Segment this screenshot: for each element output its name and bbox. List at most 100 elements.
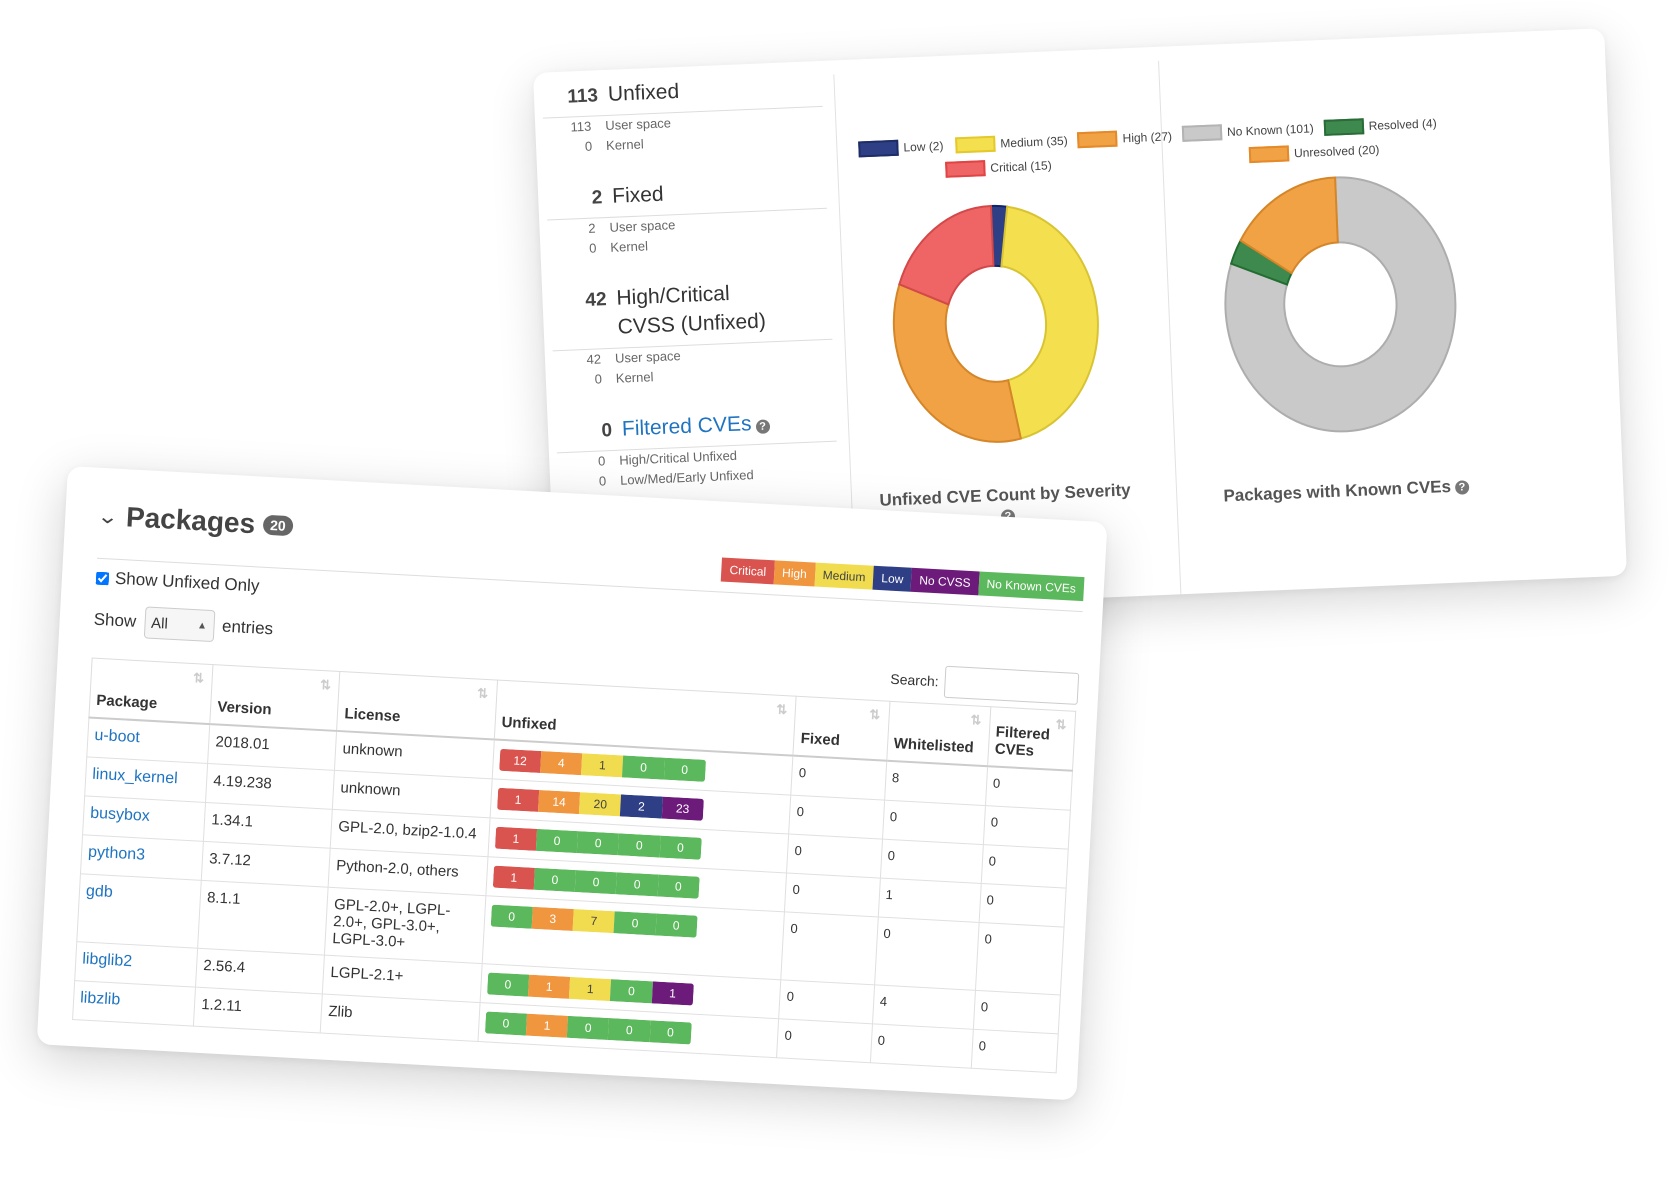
severity-count-critical[interactable]: 12 <box>498 748 542 773</box>
legend-swatch-unresolved[interactable] <box>1248 145 1290 164</box>
package-name-cell-value[interactable]: linux_kernel <box>91 765 179 788</box>
help-icon[interactable]: ? <box>1454 479 1470 495</box>
sort-icon[interactable]: ⇅ <box>319 676 332 693</box>
package-name-cell-value[interactable]: u-boot <box>94 726 141 747</box>
legend-swatch-resolved[interactable] <box>1323 118 1365 136</box>
severity-count-medium[interactable]: 0 <box>567 1015 610 1041</box>
severity-count-medium[interactable]: 20 <box>579 792 622 817</box>
column-header-license[interactable]: License ⇅ <box>337 671 498 740</box>
severity-count-high[interactable]: 0 <box>533 867 577 893</box>
severity-count-high[interactable]: 1 <box>527 974 571 999</box>
legend-label[interactable]: No Known (101) <box>1226 121 1315 139</box>
severity-bar: 12 4 1 0 0 <box>498 748 706 782</box>
severity-count-medium[interactable]: 7 <box>572 909 616 934</box>
severity-count-low[interactable]: 0 <box>622 755 665 780</box>
package-name-cell-value[interactable]: libglib2 <box>81 950 133 971</box>
column-header-whitelisted[interactable]: Whitelisted ⇅ <box>886 701 991 767</box>
legend-label[interactable]: High (27) <box>1122 129 1173 146</box>
severity-count-no-cvss[interactable]: 23 <box>661 796 704 821</box>
severity-count-no-cvss[interactable]: 0 <box>649 1020 692 1045</box>
severity-count-critical[interactable]: 1 <box>496 787 540 812</box>
severity-count-medium[interactable]: 1 <box>569 976 612 1002</box>
slice-unresolved[interactable] <box>1238 176 1339 276</box>
search-input[interactable] <box>943 665 1080 705</box>
severity-count-high[interactable]: 14 <box>537 789 581 815</box>
slice-no-known[interactable] <box>1220 173 1460 436</box>
sort-icon[interactable]: ⇅ <box>970 712 982 728</box>
entries-select[interactable]: All ▲ <box>143 606 215 643</box>
severity-count-critical[interactable]: 1 <box>492 865 535 890</box>
legend-label[interactable]: Critical (15) <box>990 158 1052 175</box>
version-cell: 8.1.1 <box>197 880 329 956</box>
cve-summary-card: 113 Unfixed 113 User space 0 Kernel 2 Fixed 2 Use… <box>533 28 1628 621</box>
legend-swatch-no-known[interactable] <box>1181 124 1223 142</box>
severity-count-high[interactable]: 4 <box>540 751 583 776</box>
severity-count-low[interactable]: 0 <box>618 833 661 858</box>
version-cell-value: 2.56.4 <box>202 957 246 977</box>
severity-count-critical[interactable]: 1 <box>494 826 538 851</box>
sort-icon[interactable]: ⇅ <box>476 685 489 702</box>
version-cell: 2018.01 <box>207 724 338 771</box>
search-label: Search: <box>890 670 940 690</box>
packages-header[interactable]: ⌄ Packages 20 <box>96 500 294 542</box>
chevron-down-icon[interactable]: ⌄ <box>96 505 120 529</box>
packages-card: ⌄ Packages 20 Critical High Medium Low N… <box>36 466 1108 1101</box>
severity-count-no-cvss[interactable]: 0 <box>663 757 706 782</box>
severity-count-critical[interactable]: 0 <box>484 1011 528 1036</box>
column-header-version[interactable]: Version ⇅ <box>209 664 341 731</box>
severity-count-medium[interactable]: 0 <box>574 870 618 895</box>
stat-sub-label: User space <box>604 115 672 134</box>
slice-medium[interactable] <box>999 203 1103 440</box>
sort-icon[interactable]: ⇅ <box>869 706 881 723</box>
sort-desc-icon[interactable]: ⇅ <box>775 701 788 718</box>
severity-count-critical[interactable]: 0 <box>486 972 530 997</box>
severity-count-medium[interactable]: 0 <box>577 831 620 856</box>
column-header-filtered-cves[interactable]: Filtered CVEs ⇅ <box>987 706 1076 771</box>
package-name-cell-value[interactable]: libzlib <box>79 989 121 1009</box>
legend-label[interactable]: Resolved (4) <box>1368 116 1437 134</box>
sort-icon[interactable]: ⇅ <box>192 670 205 686</box>
severity-count-medium[interactable]: 1 <box>581 753 624 778</box>
legend-no-cvss: No CVSS <box>910 567 980 596</box>
severity-count-low[interactable]: 0 <box>613 911 657 936</box>
legend-swatch-low[interactable] <box>858 139 899 158</box>
legend-label[interactable]: Low (2) <box>903 138 944 155</box>
legend-swatch-high[interactable] <box>1077 130 1118 149</box>
severity-count-no-cvss[interactable]: 1 <box>651 981 694 1006</box>
slice-high[interactable] <box>892 280 1023 446</box>
help-icon[interactable]: ? <box>755 419 770 434</box>
slice-critical[interactable] <box>896 204 995 306</box>
severity-count-low[interactable]: 0 <box>610 979 653 1004</box>
package-name-cell: u-boot <box>86 717 210 764</box>
package-name-cell-value[interactable]: gdb <box>85 882 114 902</box>
column-header-label: Version <box>216 698 273 719</box>
severity-count-high[interactable]: 1 <box>525 1013 569 1038</box>
severity-count-low[interactable]: 0 <box>608 1018 651 1043</box>
severity-count-high[interactable]: 0 <box>535 828 579 854</box>
package-name-cell-value[interactable]: python3 <box>87 843 146 864</box>
legend-swatch-medium[interactable] <box>955 135 996 154</box>
severity-count-low[interactable]: 2 <box>620 794 663 819</box>
filtered-cves-link[interactable]: Filtered CVEs <box>621 412 752 441</box>
severity-count-critical[interactable]: 0 <box>490 904 533 929</box>
legend-label[interactable]: Unresolved (20) <box>1293 142 1380 161</box>
whitelisted-cell: 0 <box>882 800 986 845</box>
severity-count-no-cvss[interactable]: 0 <box>659 835 702 860</box>
package-name-cell-value[interactable]: busybox <box>89 804 151 825</box>
chart-title: Packages with Known CVEs? <box>1201 475 1492 507</box>
show-unfixed-toggle[interactable]: Show Unfixed Only <box>95 568 260 597</box>
legend-label[interactable]: Medium (35) <box>1000 133 1068 151</box>
severity-count-no-cvss[interactable]: 0 <box>657 874 700 899</box>
show-unfixed-checkbox[interactable] <box>95 571 110 585</box>
severity-count-high[interactable]: 3 <box>531 906 574 931</box>
severity-bar: 1 14 20 2 23 <box>496 787 704 821</box>
column-header-fixed[interactable]: Fixed ⇅ <box>793 696 890 761</box>
severity-count-no-cvss[interactable]: 0 <box>655 913 698 938</box>
sort-icon[interactable]: ⇅ <box>1055 716 1067 733</box>
fixed-cell: 0 <box>789 795 885 840</box>
severity-count-low[interactable]: 0 <box>616 872 659 897</box>
stat-sub-number: 0 <box>597 453 606 469</box>
column-header-package[interactable]: Package ⇅ <box>88 658 214 725</box>
legend-swatch-critical[interactable] <box>945 160 986 178</box>
